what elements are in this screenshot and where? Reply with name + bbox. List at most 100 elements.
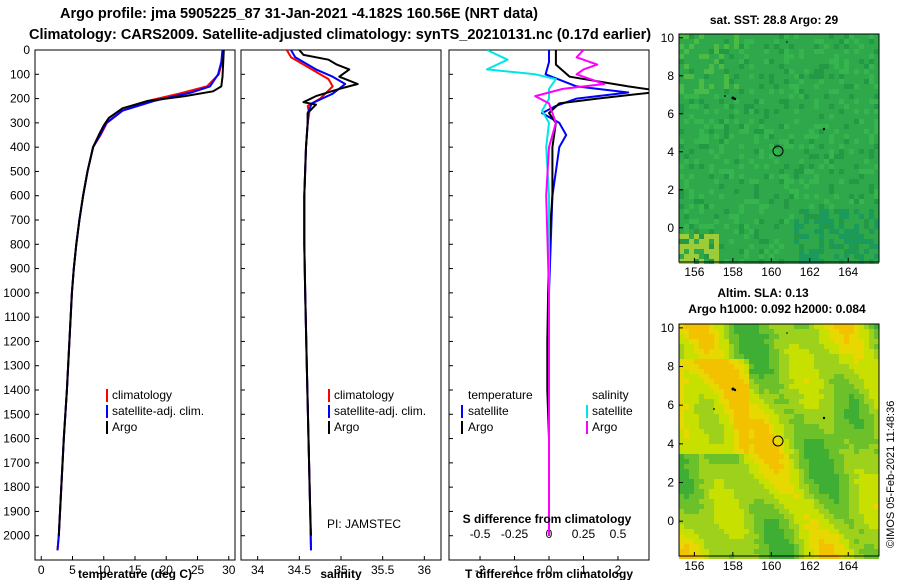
map-pixel: [719, 354, 724, 359]
map-pixel: [724, 384, 729, 389]
map-pixel: [784, 59, 789, 64]
map-pixel: [759, 359, 764, 364]
map-pixel: [794, 379, 799, 384]
map-pixel: [789, 529, 794, 534]
map-pixel: [744, 134, 749, 139]
map-pixel: [709, 519, 714, 524]
map-pixel: [874, 34, 879, 39]
map-pixel: [784, 444, 789, 449]
map-pixel: [774, 59, 779, 64]
map-pixel: [689, 389, 694, 394]
map-pixel: [759, 109, 764, 114]
map-pixel: [679, 419, 684, 424]
map-pixel: [869, 479, 874, 484]
map-pixel: [734, 474, 739, 479]
map-pixel: [769, 409, 774, 414]
map-pixel: [844, 434, 849, 439]
map-pixel: [754, 524, 759, 529]
map-pixel: [734, 534, 739, 539]
map-pixel: [704, 114, 709, 119]
map-pixel: [774, 324, 779, 329]
map-pixel: [769, 74, 774, 79]
map-pixel: [834, 354, 839, 359]
map-pixel: [719, 94, 724, 99]
map-pixel: [684, 409, 689, 414]
map-pixel: [829, 379, 834, 384]
map-pixel: [869, 219, 874, 224]
map-pixel: [864, 389, 869, 394]
x-tick-label: 36: [418, 563, 432, 577]
map-pixel: [859, 444, 864, 449]
map-pixel: [844, 119, 849, 124]
map-pixel: [854, 444, 859, 449]
map-pixel: [764, 219, 769, 224]
map-pixel: [749, 549, 754, 554]
map-pixel: [869, 174, 874, 179]
map-pixel: [844, 234, 849, 239]
map-pixel: [704, 109, 709, 114]
map-pixel: [814, 514, 819, 519]
map-pixel: [844, 159, 849, 164]
map-pixel: [829, 349, 834, 354]
map-pixel: [714, 164, 719, 169]
map-pixel: [734, 444, 739, 449]
map-pixel: [689, 409, 694, 414]
map-pixel: [769, 99, 774, 104]
map-pixel: [874, 474, 879, 479]
map-pixel: [744, 539, 749, 544]
map-pixel: [849, 119, 854, 124]
map-pixel: [874, 39, 879, 44]
map-pixel: [874, 364, 879, 369]
map-pixel: [719, 324, 724, 329]
map-pixel: [704, 429, 709, 434]
map-pixel: [839, 229, 844, 234]
map-pixel: [829, 249, 834, 254]
map-pixel: [864, 34, 869, 39]
map-pixel: [769, 104, 774, 109]
map-pixel: [769, 164, 774, 169]
map-pixel: [739, 134, 744, 139]
map-pixel: [759, 149, 764, 154]
sla-map-frame: [678, 323, 880, 557]
map-pixel: [844, 544, 849, 549]
map-pixel: [754, 509, 759, 514]
map-pixel: [764, 254, 769, 259]
map-pixel: [719, 59, 724, 64]
map-pixel: [819, 359, 824, 364]
map-pixel: [844, 104, 849, 109]
map-pixel: [824, 429, 829, 434]
map-pixel: [729, 84, 734, 89]
map-pixel: [694, 204, 699, 209]
map-pixel: [784, 389, 789, 394]
map-pixel: [774, 359, 779, 364]
map-pixel: [864, 64, 869, 69]
map-pixel: [734, 324, 739, 329]
map-pixel: [734, 429, 739, 434]
map-pixel: [689, 524, 694, 529]
map-pixel: [694, 89, 699, 94]
map-pixel: [779, 384, 784, 389]
map-pixel: [689, 74, 694, 79]
map-pixel: [829, 454, 834, 459]
map-pixel: [704, 544, 709, 549]
map-pixel: [779, 219, 784, 224]
map-pixel: [799, 329, 804, 334]
map-pixel: [774, 114, 779, 119]
map-pixel: [779, 334, 784, 339]
map-pixel: [744, 239, 749, 244]
map-pixel: [779, 204, 784, 209]
map-pixel: [839, 499, 844, 504]
map-pixel: [734, 484, 739, 489]
map-pixel: [834, 139, 839, 144]
map-pixel: [804, 334, 809, 339]
map-pixel: [839, 159, 844, 164]
map-pixel: [774, 49, 779, 54]
map-pixel: [779, 549, 784, 554]
map-pixel: [809, 444, 814, 449]
map-pixel: [824, 474, 829, 479]
map-pixel: [714, 524, 719, 529]
map-pixel: [734, 379, 739, 384]
map-pixel: [794, 474, 799, 479]
map-pixel: [719, 444, 724, 449]
map-pixel: [789, 194, 794, 199]
